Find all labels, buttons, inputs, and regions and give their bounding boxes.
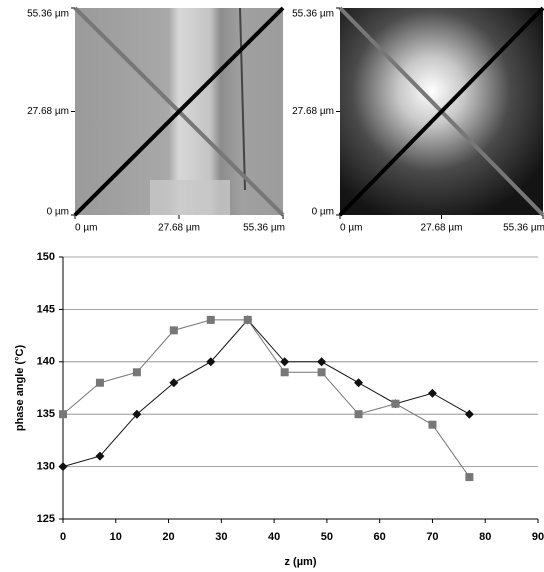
x-tick-label: 55.36 µm xyxy=(243,223,285,234)
marker xyxy=(169,378,179,388)
x-tick-label: 0 xyxy=(60,531,66,543)
marker xyxy=(58,462,68,472)
y-tick-label: 55.36 µm xyxy=(27,9,69,20)
marker xyxy=(169,326,178,335)
y-tick-label: 27.68 µm xyxy=(292,106,334,117)
glow-image xyxy=(338,6,544,217)
y-tick-label: 150 xyxy=(37,251,55,263)
marker xyxy=(391,399,400,408)
x-tick-label: 27.68 µm xyxy=(421,223,463,234)
x-tick-label: 20 xyxy=(162,531,174,543)
marker xyxy=(243,315,252,324)
marker xyxy=(280,368,289,377)
series-line xyxy=(62,319,470,468)
y-tick-label: 0 µm xyxy=(47,207,69,218)
y-tick-label: 27.68 µm xyxy=(27,106,69,117)
marker xyxy=(354,378,364,388)
x-tick-label: 40 xyxy=(268,531,280,543)
y-tick-label: 125 xyxy=(37,513,55,525)
y-tick-label: 145 xyxy=(37,303,55,315)
marker xyxy=(132,368,141,377)
x-axis-label: z (µm) xyxy=(284,556,316,568)
marker xyxy=(464,409,474,419)
marker xyxy=(132,409,142,419)
y-tick-label: 135 xyxy=(37,408,55,420)
marker xyxy=(317,368,326,377)
marker xyxy=(465,473,474,482)
x-tick-label: 0 µm xyxy=(340,223,362,234)
y-tick-label: 140 xyxy=(37,356,55,368)
x-tick-label: 60 xyxy=(374,531,386,543)
marker xyxy=(427,388,437,398)
x-tick-label: 50 xyxy=(321,531,333,543)
x-tick-label: 27.68 µm xyxy=(158,223,200,234)
y-tick-label: 0 µm xyxy=(312,207,334,218)
marker xyxy=(95,451,105,461)
y-tick-label: 130 xyxy=(37,461,55,473)
marker xyxy=(354,410,363,419)
x-tick-label: 90 xyxy=(532,531,544,543)
x-tick-label: 70 xyxy=(426,531,438,543)
topo-image xyxy=(73,6,285,217)
x-tick-label: 80 xyxy=(479,531,491,543)
y-axis-label: phase angle (°C) xyxy=(14,345,26,432)
y-tick-label: 55.36 µm xyxy=(292,9,334,20)
x-tick-label: 0 µm xyxy=(75,223,97,234)
marker xyxy=(206,357,216,367)
x-tick-label: 55.36 µm xyxy=(503,223,544,234)
series-line xyxy=(62,319,470,478)
marker xyxy=(317,357,327,367)
x-tick-label: 30 xyxy=(215,531,227,543)
marker xyxy=(95,378,104,387)
marker xyxy=(280,357,290,367)
marker xyxy=(59,410,67,419)
marker xyxy=(206,315,215,324)
marker xyxy=(428,420,437,429)
x-tick-label: 10 xyxy=(110,531,122,543)
